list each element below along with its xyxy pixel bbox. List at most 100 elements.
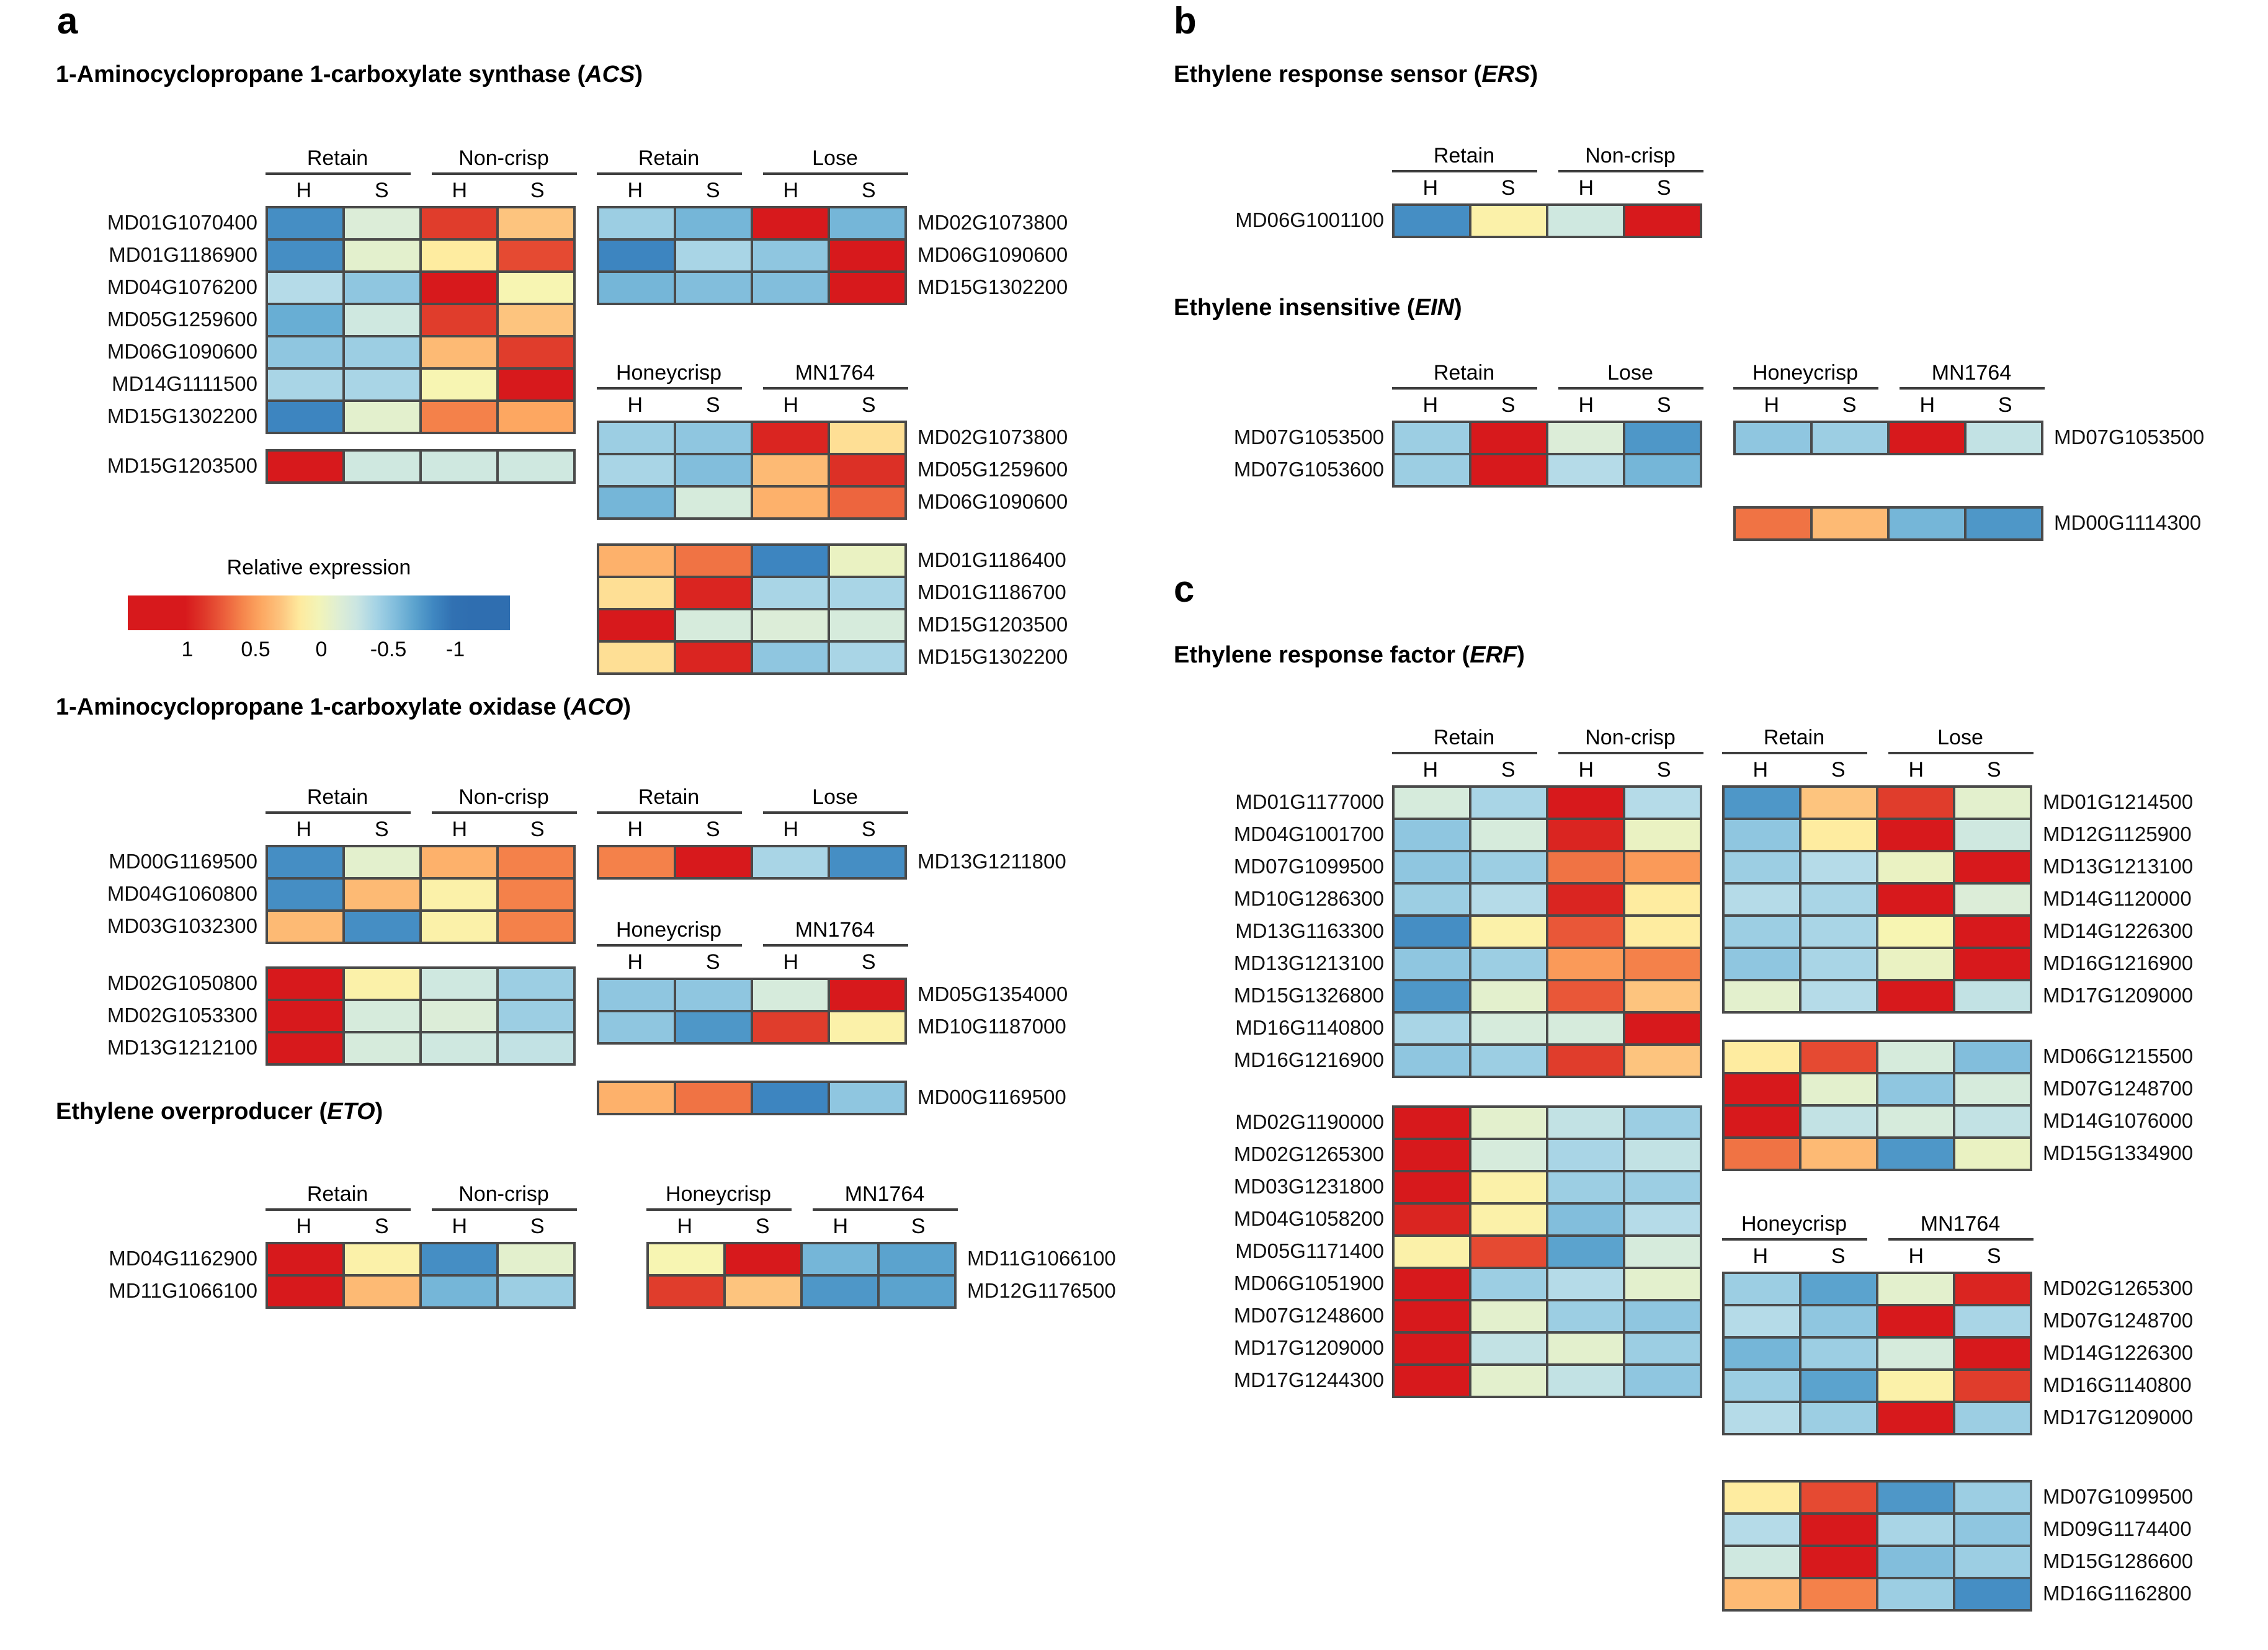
heatmap-cell <box>1724 1273 1798 1303</box>
column-label: S <box>1986 758 2001 782</box>
column-label: H <box>627 179 643 202</box>
heatmap-cell <box>1471 205 1545 235</box>
heatmap-cell <box>1801 1546 1875 1576</box>
legend-tick: 1 <box>181 638 194 661</box>
heatmap-cell <box>1955 1074 2029 1104</box>
heatmap-cell <box>267 451 342 481</box>
heatmap-cell <box>344 272 419 302</box>
gene-label: MD13G1213100 <box>2043 856 2194 878</box>
column-label: H <box>833 1215 849 1238</box>
heatmap-cell <box>1801 1138 1875 1168</box>
gene-label: MD14G1111500 <box>112 373 257 396</box>
heatmap-cell <box>725 1276 800 1306</box>
heatmap-cell <box>267 1033 342 1063</box>
column-label: S <box>530 818 545 841</box>
heatmap-cell <box>752 979 827 1009</box>
column-label: S <box>1842 393 1857 417</box>
heatmap-cell <box>1394 1269 1468 1298</box>
heatmap-cell <box>1394 852 1468 881</box>
column-group-label: Honeycrisp <box>1733 361 1878 390</box>
gene-label: MD04G1076200 <box>107 277 257 299</box>
heatmap-cell <box>1801 981 1875 1010</box>
heatmap-cell <box>267 879 342 909</box>
column-label: H <box>627 818 643 841</box>
heatmap-cell <box>829 240 904 270</box>
heatmap-cell <box>599 422 673 452</box>
column-label: H <box>296 1215 312 1238</box>
column-header-erf-c: Retain Lose H S H S <box>1721 726 2033 784</box>
heatmap-cell <box>752 1012 827 1041</box>
heatmap-cell <box>1625 1045 1699 1075</box>
heatmap-aco-hm2 <box>596 1080 906 1115</box>
heatmap-cell <box>421 369 496 399</box>
heatmap-cell <box>1548 1172 1622 1202</box>
column-label: S <box>1831 1244 1846 1268</box>
heatmap-cell <box>1878 948 1952 978</box>
heatmap-cell <box>1394 981 1468 1010</box>
column-label: S <box>705 950 720 974</box>
column-group-label: Lose <box>1888 726 2033 754</box>
heatmap-cell <box>1548 1301 1622 1331</box>
heatmap-cell <box>1394 884 1468 914</box>
gene-label: MD13G1212100 <box>107 1037 257 1059</box>
heatmap-cell <box>1548 1013 1622 1043</box>
column-group-label: Honeycrisp <box>596 361 741 390</box>
heatmap-acs-main <box>265 205 575 434</box>
column-header-acs-hm: Honeycrisp MN1764 H S H S <box>596 361 908 419</box>
gene-label: MD07G1053500 <box>1233 427 1384 449</box>
heatmap-cell <box>267 911 342 941</box>
heatmap-cell <box>676 455 750 484</box>
heatmap-cell <box>1471 455 1545 484</box>
column-header-eto-left: Retain Non-crisp H S H S <box>265 1182 576 1241</box>
heatmap-cell <box>599 1012 673 1041</box>
heatmap-cell <box>421 337 496 367</box>
heatmap-cell <box>676 487 750 517</box>
gene-label: MD09G1174400 <box>2043 1518 2192 1541</box>
heatmap-cell <box>1724 1482 1798 1512</box>
column-label: S <box>705 179 720 202</box>
heatmap-cell <box>1955 1370 2029 1400</box>
column-label: S <box>374 818 389 841</box>
column-label: H <box>627 393 643 417</box>
heatmap-cell <box>344 879 419 909</box>
panel-label-c: c <box>1174 569 1195 610</box>
heatmap-cell <box>599 979 673 1009</box>
heatmap-cell <box>1955 1338 2029 1368</box>
heatmap-cell <box>1801 1402 1875 1432</box>
gene-label: MD15G1286600 <box>2043 1551 2194 1573</box>
heatmap-cell <box>267 1276 342 1306</box>
heatmap-erf-c <box>1721 785 2032 1013</box>
gene-label: MD01G1214500 <box>2043 792 2194 814</box>
gene-label: MD04G1060800 <box>107 883 257 906</box>
heatmap-cell <box>344 911 419 941</box>
heatmap-cell <box>1471 981 1545 1010</box>
heatmap-cell <box>1394 1204 1468 1234</box>
column-label: H <box>1422 176 1439 200</box>
column-group-label: MN1764 <box>762 918 908 947</box>
heatmap-cell <box>344 968 419 998</box>
column-label: H <box>1752 758 1769 782</box>
column-label: S <box>861 950 876 974</box>
heatmap-cell <box>1548 819 1622 849</box>
heatmap-cell <box>1394 948 1468 978</box>
heatmap-cell <box>1548 422 1622 452</box>
gene-label: MD15G1203500 <box>107 455 257 478</box>
column-header-aco-hm: Honeycrisp MN1764 H S H S <box>596 918 908 976</box>
column-group-label: Retain <box>596 785 741 814</box>
heatmap-cell <box>344 451 419 481</box>
gene-label: MD07G1248700 <box>2043 1310 2194 1332</box>
heatmap-cell <box>752 1082 827 1112</box>
heatmap-cell <box>1878 1370 1952 1400</box>
heatmap-cell <box>1394 1107 1468 1137</box>
heatmap-cell <box>599 240 673 270</box>
column-group-label: MN1764 <box>812 1182 957 1211</box>
heatmap-cell <box>1724 1306 1798 1336</box>
heatmap-cell <box>421 208 496 238</box>
column-label: S <box>911 1215 926 1238</box>
heatmap-cell <box>267 305 342 334</box>
heatmap-cell <box>1394 455 1468 484</box>
heatmap-cell <box>344 208 419 238</box>
heatmap-cell <box>498 305 573 334</box>
heatmap-cell <box>1801 1306 1875 1336</box>
column-label: H <box>1908 1244 1924 1268</box>
